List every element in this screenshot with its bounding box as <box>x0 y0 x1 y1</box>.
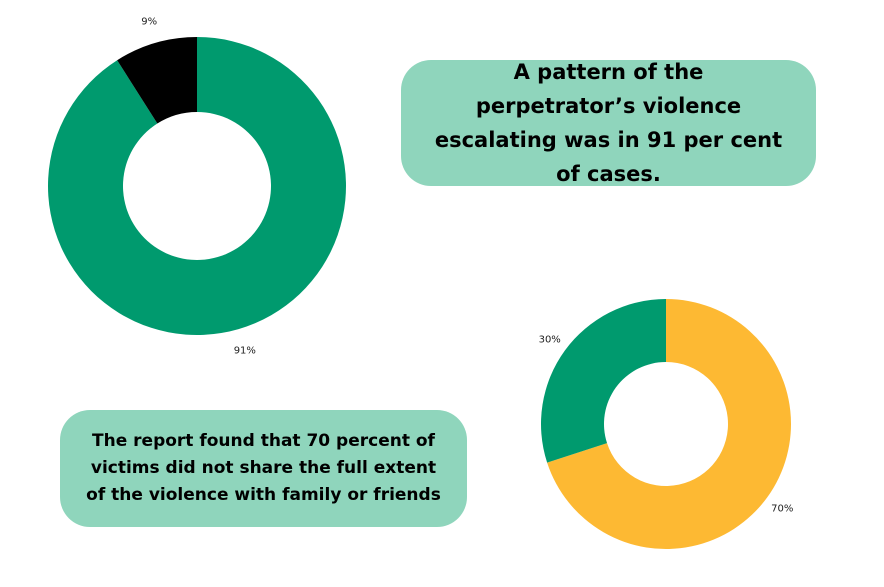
donut-slice <box>541 299 666 463</box>
callout: A pattern of the perpetrator’s violence … <box>401 60 816 186</box>
value-label: 9% <box>141 16 157 27</box>
value-label: 30% <box>539 335 561 346</box>
donut-slice <box>547 299 791 549</box>
donut-slice <box>47 37 347 335</box>
value-label: 91% <box>234 346 256 357</box>
callout: The report found that 70 percent of vict… <box>60 410 467 527</box>
donut-slice <box>117 37 197 124</box>
value-label: 70% <box>771 503 793 514</box>
